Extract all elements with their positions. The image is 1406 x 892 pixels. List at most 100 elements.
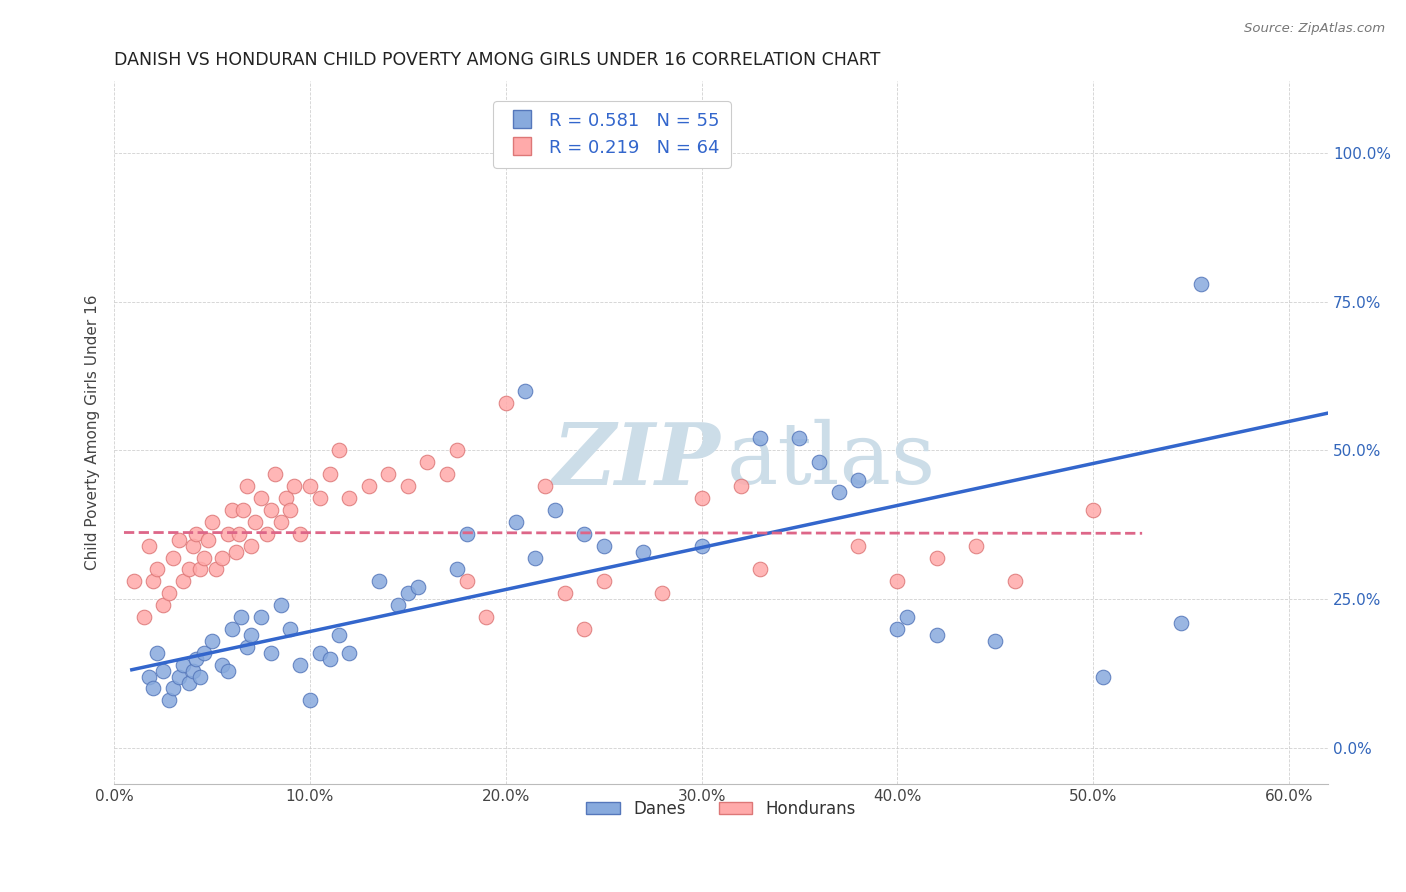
Point (406, 580, 429, 594)
Point (1004, 574, 1026, 589)
Point (228, 526, 250, 541)
Point (138, 670, 160, 684)
Point (846, 539, 869, 553)
Point (217, 664, 239, 678)
Point (592, 539, 614, 553)
Point (205, 562, 228, 576)
Point (270, 515, 292, 529)
Point (240, 539, 263, 553)
Point (572, 526, 595, 541)
Point (197, 533, 219, 547)
Point (236, 640, 259, 654)
Point (225, 544, 247, 558)
Point (221, 622, 243, 636)
Point (446, 443, 468, 458)
Point (690, 539, 713, 553)
Point (436, 467, 458, 482)
Point (172, 657, 194, 672)
Point (886, 574, 908, 589)
Point (142, 681, 165, 696)
Point (651, 586, 673, 600)
Point (515, 384, 537, 398)
Y-axis label: Child Poverty Among Girls Under 16: Child Poverty Among Girls Under 16 (86, 294, 100, 570)
Point (181, 664, 204, 678)
Point (592, 574, 614, 589)
Point (290, 526, 312, 541)
Point (337, 491, 360, 505)
Point (495, 396, 517, 410)
Point (337, 646, 360, 660)
Point (240, 628, 263, 642)
Point (1083, 503, 1105, 517)
Point (172, 574, 194, 589)
Point (260, 503, 283, 517)
Point (142, 574, 165, 589)
Point (554, 586, 576, 600)
Point (177, 675, 200, 690)
Point (896, 610, 918, 624)
Point (377, 467, 399, 482)
Point (925, 628, 948, 642)
Point (201, 633, 224, 648)
Point (162, 550, 184, 565)
Point (157, 693, 180, 707)
Point (188, 670, 211, 684)
Point (217, 526, 239, 541)
Point (211, 550, 233, 565)
Point (250, 610, 273, 624)
Point (122, 574, 145, 589)
Point (749, 562, 772, 576)
Point (256, 526, 278, 541)
Point (1170, 615, 1192, 630)
Point (167, 533, 190, 547)
Point (318, 651, 340, 665)
Point (572, 622, 595, 636)
Point (280, 503, 302, 517)
Point (730, 479, 752, 493)
Point (396, 479, 419, 493)
Point (475, 610, 498, 624)
Point (290, 657, 312, 672)
Point (132, 610, 155, 624)
Point (177, 562, 200, 576)
Point (162, 681, 184, 696)
Point (263, 467, 285, 482)
Point (152, 598, 174, 612)
Point (221, 503, 243, 517)
Point (298, 479, 321, 493)
Point (328, 628, 350, 642)
Point (328, 443, 350, 458)
Point (789, 432, 811, 446)
Point (524, 550, 547, 565)
Text: Source: ZipAtlas.com: Source: ZipAtlas.com (1244, 22, 1385, 36)
Point (270, 598, 292, 612)
Point (283, 479, 305, 493)
Point (456, 526, 478, 541)
Point (201, 515, 224, 529)
Point (167, 670, 190, 684)
Point (231, 610, 253, 624)
Point (1091, 670, 1114, 684)
Point (186, 651, 208, 665)
Point (357, 479, 380, 493)
Point (146, 562, 169, 576)
Point (1189, 277, 1212, 291)
Text: ZIP: ZIP (554, 419, 721, 502)
Point (236, 479, 259, 493)
Point (152, 664, 174, 678)
Point (308, 646, 330, 660)
Point (446, 562, 468, 576)
Point (367, 574, 389, 589)
Point (886, 622, 908, 636)
Point (181, 539, 204, 553)
Point (276, 491, 298, 505)
Point (690, 491, 713, 505)
Point (631, 544, 654, 558)
Point (505, 515, 527, 529)
Point (827, 485, 849, 500)
Point (138, 539, 160, 553)
Point (243, 515, 266, 529)
Point (416, 455, 439, 469)
Point (188, 562, 211, 576)
Point (965, 539, 987, 553)
